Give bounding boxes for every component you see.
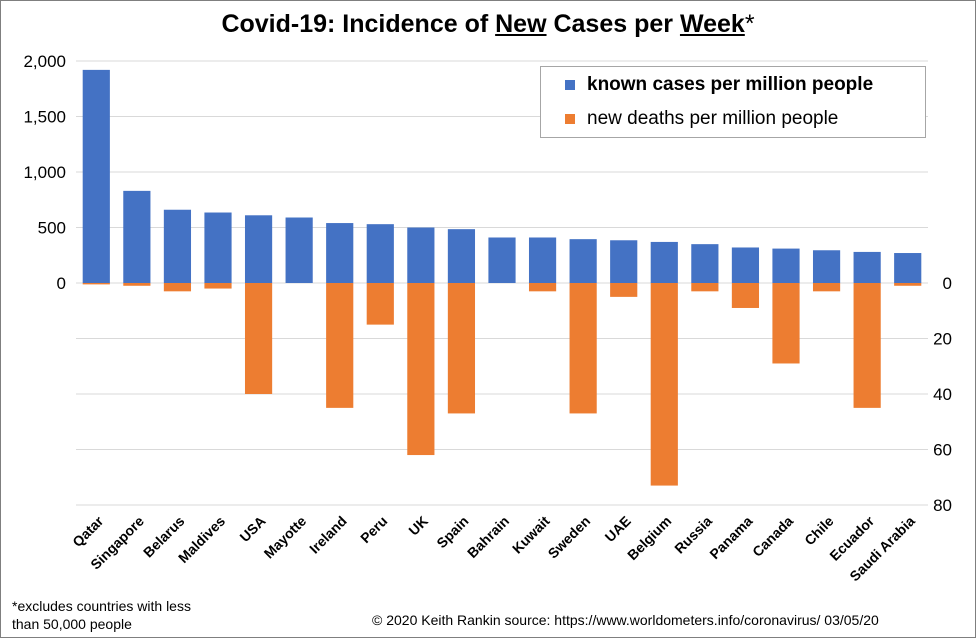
bar-cases xyxy=(853,251,881,283)
right-tick-label: 0 xyxy=(943,274,952,293)
bar-cases xyxy=(366,224,394,283)
bar-cases xyxy=(691,244,719,283)
bar-cases xyxy=(772,248,800,283)
category-label: Chile xyxy=(801,513,837,549)
category-label: Qatar xyxy=(69,512,107,550)
right-tick-label: 60 xyxy=(933,441,952,460)
bar-deaths xyxy=(650,283,678,486)
bar-cases xyxy=(204,212,232,283)
category-label: Panama xyxy=(706,513,755,562)
right-axis: 0 20 40 60 80 xyxy=(933,274,952,515)
bar-cases xyxy=(163,209,192,283)
legend-item-cases: known cases per million people xyxy=(565,74,873,96)
bar-cases xyxy=(650,241,678,283)
bar-deaths xyxy=(610,283,638,297)
left-tick-label: 500 xyxy=(38,219,66,238)
legend-label-cases: known cases per million people xyxy=(587,74,874,95)
category-label: Canada xyxy=(749,513,796,560)
bars xyxy=(82,69,922,486)
category-label: UAE xyxy=(602,513,634,545)
footnote-credit: © 2020 Keith Rankin source: https://www.… xyxy=(372,612,879,628)
bar-cases xyxy=(285,217,313,283)
bar-deaths xyxy=(204,283,232,289)
bar-cases xyxy=(894,253,922,283)
bar-cases xyxy=(569,239,597,283)
bar-cases xyxy=(244,215,273,283)
category-label: Bahrain xyxy=(464,513,512,561)
bar-deaths xyxy=(691,283,719,292)
category-label: Spain xyxy=(433,513,471,551)
bar-deaths xyxy=(853,283,881,408)
chart-title: Covid-19: Incidence of New Cases per Wee… xyxy=(221,10,755,38)
bar-cases xyxy=(82,69,110,283)
legend-item-deaths: new deaths per million people xyxy=(565,108,838,130)
bar-deaths xyxy=(772,283,800,364)
bar-cases xyxy=(407,227,435,283)
bar-deaths xyxy=(528,283,557,292)
category-label: UK xyxy=(405,513,431,539)
bar-deaths xyxy=(163,283,192,292)
left-tick-label: 1,500 xyxy=(23,108,66,127)
category-label: USA xyxy=(236,513,268,545)
right-tick-label: 40 xyxy=(933,385,952,404)
category-label: Sweden xyxy=(545,513,594,562)
footnote-excludes: *excludes countries with less than 50,00… xyxy=(12,598,191,632)
right-tick-label: 20 xyxy=(933,330,952,349)
bar-deaths xyxy=(812,283,841,292)
bar-cases xyxy=(731,247,760,283)
legend-swatch-cases xyxy=(565,80,575,90)
bar-cases xyxy=(528,237,557,283)
bar-deaths xyxy=(569,283,597,414)
right-tick-label: 80 xyxy=(933,496,952,515)
category-label: Mayotte xyxy=(261,513,310,562)
legend-swatch-deaths xyxy=(565,114,575,124)
bar-deaths xyxy=(366,283,394,325)
category-label: Ireland xyxy=(306,513,350,557)
category-label: Peru xyxy=(357,513,390,546)
bar-cases xyxy=(447,229,476,283)
bar-deaths xyxy=(407,283,435,456)
bar-cases xyxy=(610,240,638,283)
legend: known cases per million people new death… xyxy=(540,66,926,138)
bar-cases xyxy=(488,237,516,283)
left-tick-label: 2,000 xyxy=(23,52,66,71)
bar-deaths xyxy=(82,283,110,285)
bar-cases xyxy=(326,223,354,283)
bar-cases xyxy=(812,250,841,283)
bar-deaths xyxy=(894,283,922,286)
bar-deaths xyxy=(447,283,476,414)
left-tick-label: 0 xyxy=(57,274,66,293)
left-axis: 0 500 1,000 1,500 2,000 xyxy=(23,52,66,293)
bar-cases xyxy=(123,190,151,283)
bar-deaths xyxy=(123,283,151,286)
bar-deaths xyxy=(326,283,354,408)
left-tick-label: 1,000 xyxy=(23,163,66,182)
legend-label-deaths: new deaths per million people xyxy=(587,108,839,129)
bar-deaths xyxy=(244,283,273,394)
category-label: Belgium xyxy=(624,513,674,563)
bar-deaths xyxy=(731,283,760,308)
